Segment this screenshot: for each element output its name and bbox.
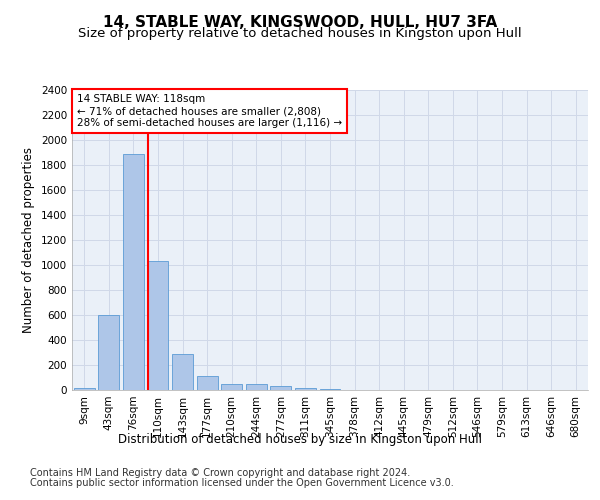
Text: Contains HM Land Registry data © Crown copyright and database right 2024.: Contains HM Land Registry data © Crown c… bbox=[30, 468, 410, 477]
Text: 14, STABLE WAY, KINGSWOOD, HULL, HU7 3FA: 14, STABLE WAY, KINGSWOOD, HULL, HU7 3FA bbox=[103, 15, 497, 30]
Y-axis label: Number of detached properties: Number of detached properties bbox=[22, 147, 35, 333]
Bar bbox=[246, 384, 267, 390]
Bar bbox=[172, 354, 193, 390]
Bar bbox=[74, 388, 95, 390]
Bar bbox=[98, 315, 119, 390]
Bar bbox=[221, 384, 242, 390]
Text: Contains public sector information licensed under the Open Government Licence v3: Contains public sector information licen… bbox=[30, 478, 454, 488]
Text: 14 STABLE WAY: 118sqm
← 71% of detached houses are smaller (2,808)
28% of semi-d: 14 STABLE WAY: 118sqm ← 71% of detached … bbox=[77, 94, 342, 128]
Bar bbox=[197, 376, 218, 390]
Bar bbox=[295, 388, 316, 390]
Bar bbox=[271, 386, 292, 390]
Text: Distribution of detached houses by size in Kingston upon Hull: Distribution of detached houses by size … bbox=[118, 432, 482, 446]
Bar bbox=[148, 261, 169, 390]
Text: Size of property relative to detached houses in Kingston upon Hull: Size of property relative to detached ho… bbox=[78, 28, 522, 40]
Bar bbox=[123, 154, 144, 390]
